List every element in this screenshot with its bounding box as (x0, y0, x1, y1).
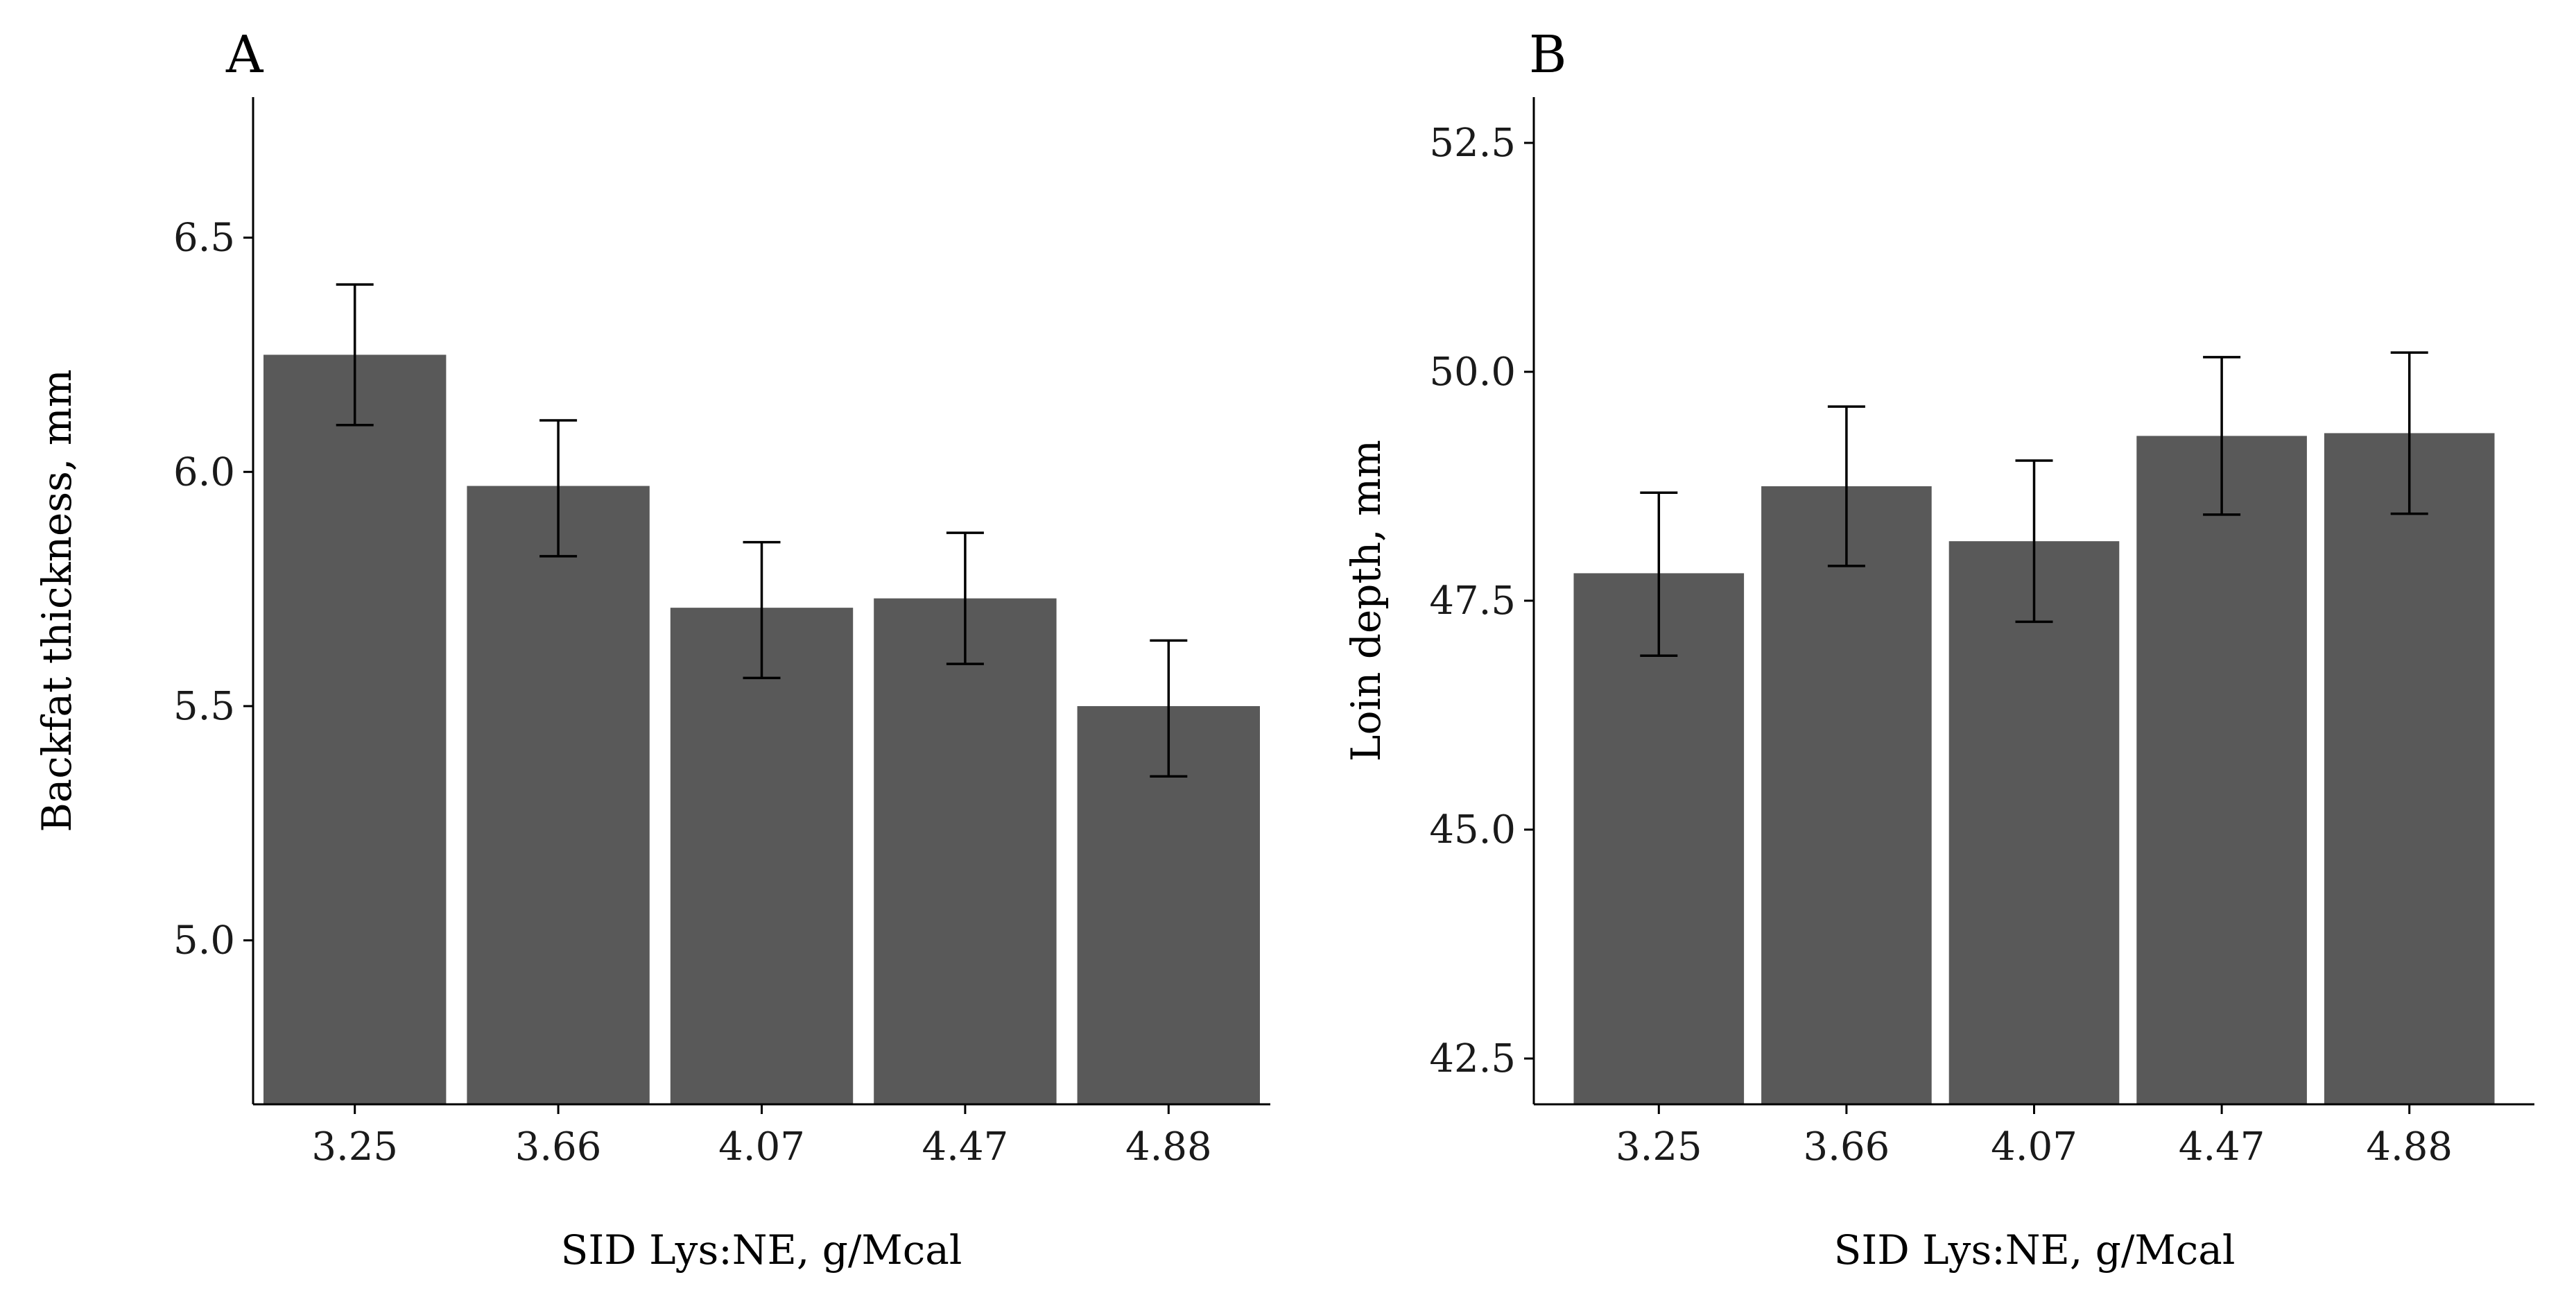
panel-b-y-ticks: 42.5 45.0 47.5 50.0 52.5 (1429, 121, 1534, 1081)
panel-b-bar-3.25 (1573, 573, 1745, 1104)
panel-a-y-tick-label-5.5: 5.5 (173, 684, 235, 729)
panel-b-x-tick-label-3.66: 3.66 (1804, 1124, 1890, 1170)
panel-a-y-tick-label-6.5: 6.5 (173, 216, 235, 261)
panel-a-error-bar-3.66 (539, 419, 578, 558)
panel-a-error-bar-4.88 (1150, 639, 1188, 778)
panel-a-bar-4.07 (670, 608, 854, 1104)
panel-b-bar-4.47 (2136, 436, 2307, 1104)
panel-a-y-axis-title: Backfat thickness, mm (33, 369, 80, 832)
panel-a-error-bars (336, 283, 1188, 778)
panel-a-x-tick-label-4.88: 4.88 (1125, 1124, 1212, 1170)
panel-b-error-bar-4.07 (2015, 459, 2053, 624)
panel-a: A 5.0 5.5 6.0 6.5 3.25 3.66 4.07 4.47 4.88 SID … (33, 25, 1270, 1274)
panel-a-error-bar-3.25 (336, 283, 374, 427)
panel-a-letter: A (225, 25, 264, 85)
panel-a-bar-3.25 (263, 354, 447, 1104)
panel-b-bar-3.66 (1761, 486, 1932, 1104)
panel-a-x-tick-label-4.07: 4.07 (718, 1124, 805, 1170)
panel-a-y-tick-label-6.0: 6.0 (173, 449, 235, 495)
panel-a-x-tick-label-3.25: 3.25 (311, 1124, 398, 1170)
panel-b-x-axis-title: SID Lys:NE, g/Mcal (1834, 1226, 2236, 1274)
panel-b-error-bar-3.66 (1827, 405, 1865, 567)
panel-b-letter: B (1529, 25, 1566, 85)
panel-b-error-bar-4.88 (2390, 351, 2428, 515)
panel-a-error-bar-4.07 (743, 540, 781, 680)
panel-b-y-axis-title: Loin depth, mm (1342, 440, 1390, 762)
panel-b-x-tick-label-3.25: 3.25 (1616, 1124, 1702, 1170)
panel-b-bar-4.07 (1948, 541, 2120, 1104)
panel-a-bar-3.66 (467, 486, 650, 1104)
panel-b-x-tick-label-4.07: 4.07 (1991, 1124, 2077, 1170)
panel-b-x-ticks: 3.25 3.66 4.07 4.47 4.88 (1616, 1104, 2453, 1170)
panel-b-y-tick-label-52.5: 52.5 (1429, 121, 1516, 166)
panel-a-y-tick-label-5.0: 5.0 (173, 918, 235, 963)
panel-b-y-tick-label-42.5: 42.5 (1429, 1036, 1516, 1081)
panel-a-bars (263, 354, 1260, 1104)
panel-a-y-ticks: 5.0 5.5 6.0 6.5 (173, 216, 253, 963)
panel-b-y-tick-label-50.0: 50.0 (1429, 350, 1516, 395)
panel-b-x-tick-label-4.47: 4.47 (2179, 1124, 2265, 1170)
panel-b-error-bars (1640, 351, 2428, 657)
panel-b-error-bar-3.25 (1640, 491, 1678, 657)
panel-a-error-bar-4.47 (946, 531, 984, 665)
panel-b: B 42.5 45.0 47.5 50.0 52.5 3.25 3.66 4.07 4.47 4… (1342, 25, 2534, 1274)
panel-b-x-tick-label-4.88: 4.88 (2366, 1124, 2453, 1170)
panel-b-y-tick-label-45.0: 45.0 (1429, 807, 1516, 853)
panel-b-error-bar-4.47 (2203, 356, 2241, 516)
panel-b-y-tick-label-47.5: 47.5 (1429, 579, 1516, 624)
panel-a-bar-4.47 (874, 598, 1057, 1104)
panel-b-bar-4.88 (2324, 433, 2495, 1104)
panel-a-x-tick-label-3.66: 3.66 (515, 1124, 602, 1170)
panel-b-bars (1573, 433, 2495, 1104)
panel-a-x-ticks: 3.25 3.66 4.07 4.47 4.88 (311, 1104, 1212, 1170)
panel-a-x-tick-label-4.47: 4.47 (922, 1124, 1009, 1170)
panel-a-x-axis-title: SID Lys:NE, g/Mcal (561, 1226, 962, 1274)
